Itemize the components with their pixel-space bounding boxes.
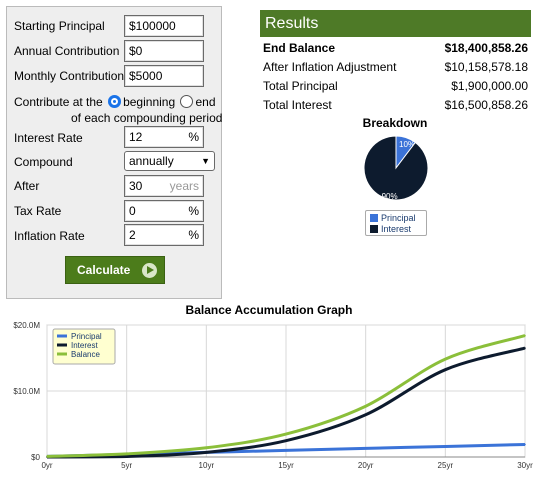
result-row: Total Principal $1,900,000.00 — [263, 79, 528, 95]
calculate-button[interactable]: Calculate — [65, 256, 165, 284]
monthly-contribution-input[interactable]: $5000 — [124, 65, 204, 87]
data-point-balance — [125, 453, 128, 455]
chevron-down-icon: ▼ — [201, 156, 210, 166]
years-unit: years — [169, 179, 199, 193]
interest-rate-value: 12 — [129, 130, 143, 144]
breakdown-pie-chart: 10% 90% — [363, 135, 429, 201]
radio-beginning-label: beginning — [123, 95, 176, 109]
data-point-balance — [46, 455, 48, 458]
data-point-balance — [364, 405, 367, 408]
result-value: $16,500,858.26 — [444, 98, 528, 112]
tax-rate-value: 0 — [129, 204, 136, 218]
annual-contribution-value: $0 — [129, 44, 143, 58]
legend-label: Principal — [71, 332, 102, 341]
annual-contribution-input[interactable]: $0 — [124, 40, 204, 62]
compound-select[interactable]: annually ▼ — [124, 151, 215, 171]
x-tick-label: 10yr — [199, 461, 215, 470]
contribute-label: Contribute at the — [14, 95, 103, 109]
pie-slice-label: 10% — [399, 140, 415, 149]
radio-end-label: end — [195, 95, 216, 109]
results-header: Results — [260, 10, 531, 37]
inflation-rate-input[interactable]: 2% — [124, 224, 204, 246]
data-point-principal — [285, 449, 287, 452]
interest-rate-label: Interest Rate — [14, 131, 83, 145]
play-icon — [142, 263, 157, 278]
data-point-balance — [205, 446, 208, 449]
data-point-balance — [524, 334, 526, 337]
tax-rate-label: Tax Rate — [14, 204, 62, 218]
x-tick-label: 0yr — [41, 461, 52, 470]
y-tick-label: $10.0M — [13, 387, 40, 396]
graph-legend-box — [52, 328, 116, 365]
radio-end[interactable] — [180, 95, 194, 108]
starting-principal-value: $100000 — [129, 19, 176, 33]
data-point-principal — [524, 443, 526, 446]
result-value: $18,400,858.26 — [444, 41, 528, 55]
compound-label: Compound — [14, 155, 73, 169]
data-point-interest — [364, 413, 367, 416]
result-row: Total Interest $16,500,858.26 — [263, 98, 528, 114]
data-point-interest — [125, 455, 128, 458]
x-tick-label: 20yr — [358, 461, 374, 470]
contribute-timing: Contribute at the beginning end — [14, 95, 216, 109]
y-tick-label: $20.0M — [13, 321, 40, 330]
contribute-suffix: of each compounding period — [71, 111, 223, 125]
y-tick-label: $0 — [31, 453, 40, 462]
result-value: $1,900,000.00 — [451, 79, 528, 93]
calculate-label: Calculate — [77, 263, 131, 277]
interest-swatch — [370, 225, 378, 233]
result-row: End Balance $18,400,858.26 — [263, 41, 528, 57]
breakdown-title: Breakdown — [362, 116, 428, 130]
x-tick-label: 15yr — [278, 461, 294, 470]
starting-principal-input[interactable]: $100000 — [124, 15, 204, 37]
pie-legend-item: Interest — [370, 224, 411, 234]
result-label: Total Principal — [263, 79, 338, 93]
after-years-input[interactable]: 30 years — [124, 175, 204, 197]
principal-swatch — [370, 214, 378, 222]
pie-legend: Principal Interest — [365, 210, 427, 236]
tax-rate-input[interactable]: 0% — [124, 200, 204, 222]
graph-title: Balance Accumulation Graph — [185, 303, 353, 317]
inflation-rate-label: Inflation Rate — [14, 229, 85, 243]
data-point-balance — [285, 433, 287, 435]
pie-legend-label: Principal — [381, 213, 416, 223]
pie-legend-label: Interest — [381, 224, 412, 234]
legend-label: Interest — [71, 341, 98, 350]
after-label: After — [14, 179, 40, 193]
result-value: $10,158,578.18 — [444, 60, 528, 74]
annual-contribution-label: Annual Contribution — [14, 44, 120, 58]
radio-beginning[interactable] — [108, 95, 122, 108]
x-tick-label: 5yr — [121, 461, 132, 470]
pie-legend-item: Principal — [370, 213, 416, 223]
starting-principal-label: Starting Principal — [14, 19, 105, 33]
data-point-interest — [285, 439, 287, 442]
result-label: Total Interest — [263, 98, 332, 112]
data-point-interest — [444, 368, 447, 371]
inflation-rate-value: 2 — [129, 228, 136, 242]
result-row: After Inflation Adjustment $10,158,578.18 — [263, 60, 528, 76]
percent-unit: % — [188, 204, 199, 218]
monthly-contribution-value: $5000 — [129, 69, 163, 83]
data-point-interest — [524, 347, 526, 349]
interest-rate-input[interactable]: 12% — [124, 126, 204, 148]
pie-slice-interest — [363, 135, 429, 201]
result-label: End Balance — [263, 41, 336, 55]
legend-label: Balance — [71, 350, 100, 359]
result-label: After Inflation Adjustment — [263, 60, 397, 74]
x-tick-label: 25yr — [438, 461, 454, 470]
balance-graph: $0 $10.0M $20.0M 0yr 5yr 10yr 15yr 20yr 25yr 30yr… — [13, 321, 533, 470]
percent-unit: % — [188, 228, 199, 242]
pie-slice-label: 90% — [382, 192, 398, 201]
compound-value: annually — [129, 154, 174, 168]
data-point-balance — [444, 358, 447, 360]
data-point-principal — [364, 447, 367, 450]
percent-unit: % — [188, 130, 199, 144]
data-point-principal — [444, 445, 447, 448]
monthly-contribution-label: Monthly Contribution — [14, 69, 125, 83]
calculator-form: Starting Principal $100000 Annual Contri… — [6, 6, 222, 299]
x-tick-label: 30yr — [517, 461, 533, 470]
after-value: 30 — [129, 179, 143, 193]
data-point-interest — [205, 451, 208, 454]
